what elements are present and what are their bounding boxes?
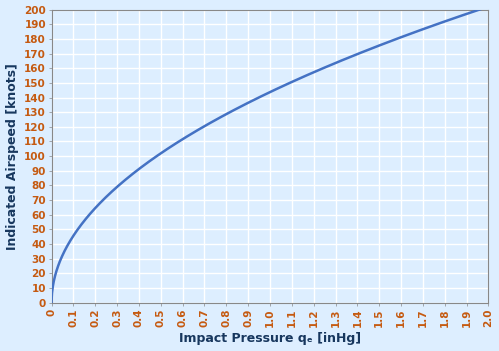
X-axis label: Impact Pressure qₑ [inHg]: Impact Pressure qₑ [inHg] [179, 332, 361, 345]
Y-axis label: Indicated Airspeed [knots]: Indicated Airspeed [knots] [5, 63, 18, 250]
